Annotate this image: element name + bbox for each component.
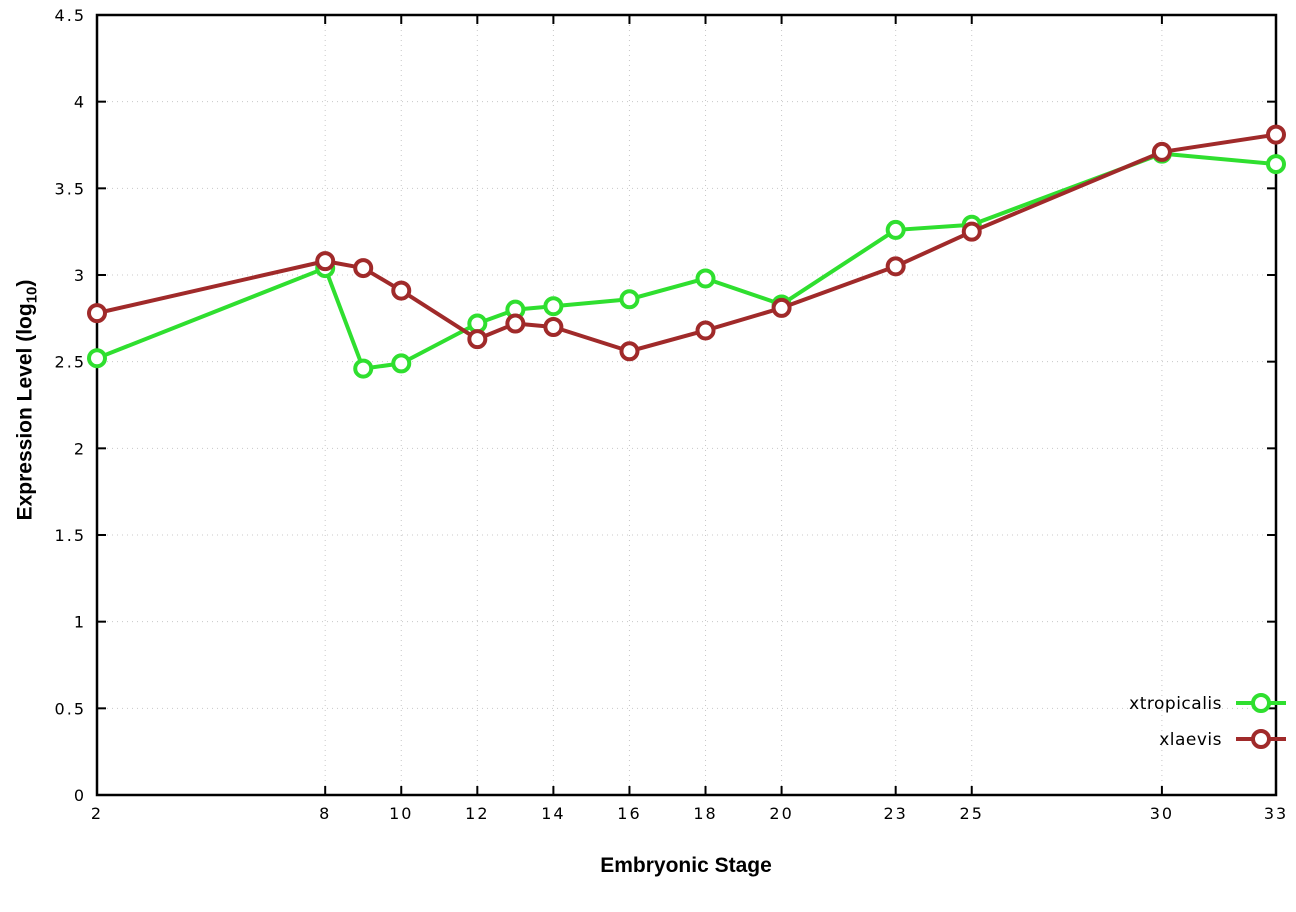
y-tick-label: 3: [74, 266, 86, 285]
data-point-marker-xlaevis: [771, 297, 792, 318]
x-tick-label: 23: [883, 804, 907, 823]
data-point-marker-xlaevis: [1266, 124, 1286, 145]
x-tick-label: 8: [319, 804, 331, 823]
data-point-marker-xlaevis: [1151, 141, 1172, 162]
x-tick-label: 25: [960, 804, 984, 823]
legend-label-xlaevis: xlaevis: [1159, 730, 1222, 750]
x-tick-label: 12: [465, 804, 489, 823]
y-tick-label: 1.5: [55, 526, 86, 545]
data-point-marker-xlaevis: [619, 341, 640, 362]
series-line-xlaevis: [95, 132, 1278, 354]
data-point-marker-xlaevis: [391, 280, 412, 301]
legend: xtropicalis xlaevis: [1129, 693, 1286, 750]
data-point-marker-xtropicalis: [619, 289, 640, 310]
x-tick-label: 16: [617, 804, 641, 823]
series-xlaevis: [87, 124, 1286, 362]
axis-ticks: 2 8 10 12 14 16 18 20 23 25 30 33 0 0.5 1 1.5 2 2.5 3 3.5 4 4…: [55, 6, 1288, 823]
data-point-marker-xtropicalis: [87, 348, 107, 369]
data-point-marker-xlaevis: [315, 251, 336, 272]
legend-marker-xlaevis: [1251, 729, 1271, 749]
y-tick-label: 2.5: [55, 353, 86, 372]
legend-marker-xtropicalis: [1251, 693, 1271, 713]
data-point-marker-xtropicalis: [391, 353, 412, 374]
y-axis-title-subscript: 10: [23, 286, 41, 304]
data-point-marker-xtropicalis: [543, 296, 564, 317]
data-point-marker-xlaevis: [885, 256, 906, 277]
y-tick-label: 4.5: [55, 6, 86, 25]
x-axis-title: Embryonic Stage: [600, 854, 772, 877]
x-tick-label: 14: [541, 804, 565, 823]
y-axis-title: Expression Level (log10): [13, 280, 40, 521]
x-tick-label: 10: [389, 804, 413, 823]
y-tick-label: 4: [74, 93, 86, 112]
series-xtropicalis: [87, 143, 1286, 379]
data-point-marker-xtropicalis: [353, 358, 374, 379]
y-tick-label: 2: [74, 439, 86, 458]
y-tick-label: 0: [74, 786, 86, 805]
data-point-marker-xtropicalis: [1266, 154, 1286, 175]
legend-entry-xlaevis: xlaevis: [1159, 729, 1286, 750]
data-point-marker-xlaevis: [961, 221, 982, 242]
x-tick-label: 20: [769, 804, 793, 823]
x-tick-label: 2: [91, 804, 103, 823]
x-tick-label: 18: [693, 804, 717, 823]
data-point-marker-xlaevis: [87, 303, 107, 324]
legend-label-xtropicalis: xtropicalis: [1129, 694, 1222, 714]
data-point-marker-xlaevis: [505, 313, 526, 334]
plot-border: [95, 13, 1278, 797]
y-tick-label: 1: [74, 613, 86, 632]
grid: [96, 14, 1277, 796]
data-point-marker-xtropicalis: [885, 219, 906, 240]
y-tick-label: 0.5: [55, 699, 86, 718]
y-tick-label: 3.5: [55, 179, 86, 198]
data-point-marker-xlaevis: [467, 329, 488, 350]
y-axis-title-suffix: ): [13, 279, 37, 287]
y-axis-title-text: Expression Level (log: [13, 303, 37, 521]
legend-entry-xtropicalis: xtropicalis: [1129, 693, 1286, 714]
data-point-marker-xlaevis: [695, 320, 716, 341]
x-tick-label: 30: [1150, 804, 1174, 823]
data-point-marker-xtropicalis: [695, 268, 716, 289]
data-point-marker-xlaevis: [353, 258, 374, 279]
data-point-marker-xlaevis: [543, 317, 564, 337]
x-tick-label: 33: [1264, 804, 1288, 823]
